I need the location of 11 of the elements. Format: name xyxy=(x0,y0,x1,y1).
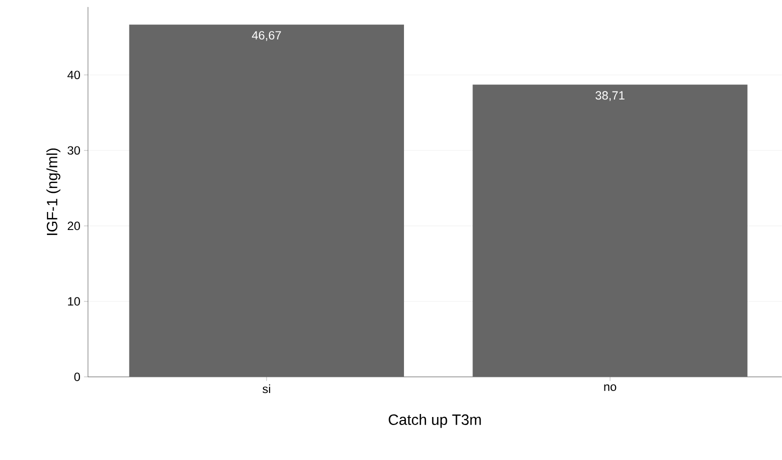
data-label: 38,71 xyxy=(596,91,624,102)
y-tick-label: 30 xyxy=(68,146,80,155)
x-tick-label: no xyxy=(604,384,616,392)
y-tick-label: 40 xyxy=(67,70,80,80)
x-tick-label: si xyxy=(262,384,270,394)
y-tick-label: 20 xyxy=(68,222,80,230)
data-label: 46,67 xyxy=(252,31,281,42)
y-tick-label: 0 xyxy=(74,372,80,382)
x-axis-title: Catch up T3m xyxy=(388,414,481,428)
y-axis-title: IGF-1 (ng/ml) xyxy=(46,148,60,236)
y-tick-label: 10 xyxy=(68,297,80,306)
